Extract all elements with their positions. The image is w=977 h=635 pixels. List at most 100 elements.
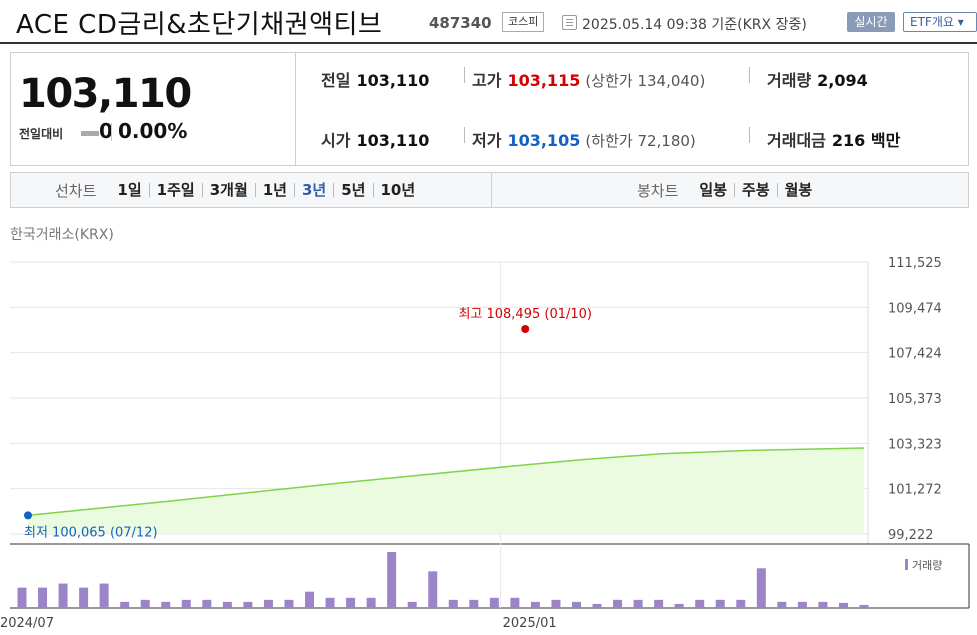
chart-annotations: 최고 108,495 (01/10) 최저 100,065 (07/12) xyxy=(24,307,592,540)
tab-3m[interactable]: 3개월 xyxy=(201,183,255,198)
realtime-button[interactable]: 실시간 xyxy=(847,12,895,32)
volume-legend-label: 거래량 xyxy=(912,559,942,572)
volume-bar xyxy=(99,583,109,608)
calendar-icon xyxy=(562,15,577,30)
divider xyxy=(749,127,750,143)
volume-bar xyxy=(407,601,417,608)
etf-info-button[interactable]: ETF개요 ▾ xyxy=(903,12,977,32)
volume-bar xyxy=(202,599,212,608)
volume-bar xyxy=(469,599,479,608)
volume-bar xyxy=(222,601,232,608)
x-tick-label: 2025/01 xyxy=(503,616,557,631)
tab-weekly[interactable]: 주봉 xyxy=(734,183,777,198)
prev-close-value: 103,110 xyxy=(356,71,430,90)
prev-close-cell: 전일 103,110 xyxy=(321,67,429,91)
high-value: 103,115 xyxy=(507,71,581,90)
y-tick-label: 109,474 xyxy=(888,301,942,316)
volume-bar xyxy=(305,591,315,608)
open-value: 103,110 xyxy=(356,131,430,150)
upper-limit: (상한가 134,040) xyxy=(585,72,706,90)
volume-cell: 거래량 2,094 xyxy=(767,67,868,91)
volume-value: 2,094 xyxy=(817,71,868,90)
volume-bar xyxy=(448,599,458,608)
candle-chart-label[interactable]: 봉차트 xyxy=(637,181,679,200)
low-cell: 저가 103,105 (하한가 72,180) xyxy=(472,127,696,151)
y-tick-label: 99,222 xyxy=(888,528,934,543)
amount-value: 216 백만 xyxy=(831,131,901,150)
volume-bar xyxy=(530,601,540,608)
volume-legend-swatch xyxy=(905,559,908,570)
volume-bar xyxy=(715,599,725,608)
volume-bar xyxy=(756,568,766,608)
lower-limit: (하한가 72,180) xyxy=(585,132,696,150)
tab-1y[interactable]: 1년 xyxy=(254,183,294,198)
divider xyxy=(749,67,750,83)
divider xyxy=(111,123,112,141)
amount-label: 거래대금 xyxy=(767,131,826,150)
volume-bar xyxy=(571,601,581,608)
volume-bar xyxy=(551,599,561,608)
tab-daily[interactable]: 일봉 xyxy=(699,181,728,199)
volume-bar xyxy=(838,602,848,608)
price-chart[interactable]: 99,222 101,272 103,323 105,373 107,424 109,47… xyxy=(0,250,977,635)
volume-bar xyxy=(325,597,335,608)
volume-bar xyxy=(140,599,150,608)
volume-bar xyxy=(510,597,520,608)
tab-10y[interactable]: 10년 xyxy=(372,183,423,198)
stock-title: ACE CD금리&초단기채권액티브 xyxy=(16,10,383,40)
stock-header: ACE CD금리&초단기채권액티브 487340 코스피 2025.05.14 … xyxy=(0,0,977,44)
volume-bar xyxy=(366,597,376,608)
low-value: 103,105 xyxy=(507,131,581,150)
line-chart-label[interactable]: 선차트 xyxy=(55,181,97,200)
tab-3y[interactable]: 3년 xyxy=(294,183,333,198)
volume-bar xyxy=(243,601,253,608)
chart-source: 한국거래소(KRX) xyxy=(10,227,114,243)
high-point xyxy=(521,324,530,333)
high-cell: 고가 103,115 (상한가 134,040) xyxy=(472,67,705,91)
tab-1w[interactable]: 1주일 xyxy=(148,183,202,198)
price-box: 103,110 전일대비 0 0.00% xyxy=(11,53,296,165)
volume-bar xyxy=(797,601,807,608)
y-tick-label: 107,424 xyxy=(888,347,942,362)
open-cell: 시가 103,110 xyxy=(321,127,429,151)
chart-tabs: 선차트 1일 1주일 3개월 1년 3년 5년 10년 봉차트 일봉 주봉 월봉 xyxy=(10,172,969,208)
y-tick-label: 101,272 xyxy=(888,483,942,498)
volume-bar xyxy=(736,599,746,608)
amount-cell: 거래대금 216 백만 xyxy=(767,127,900,151)
change-label: 전일대비 xyxy=(19,127,64,141)
volume-bar xyxy=(181,599,191,608)
y-axis-ticks: 99,222 101,272 103,323 105,373 107,424 109,47… xyxy=(888,256,942,543)
candle-chart-tabs: 봉차트 일봉 주봉 월봉 xyxy=(637,173,819,207)
volume-bar xyxy=(428,571,438,608)
low-label: 저가 xyxy=(472,131,502,150)
volume-bar xyxy=(58,583,68,608)
tab-1d[interactable]: 1일 xyxy=(117,181,142,199)
volume-bar xyxy=(346,597,356,608)
volume-bar xyxy=(613,599,623,608)
tab-monthly[interactable]: 월봉 xyxy=(776,183,820,198)
volume-bar xyxy=(654,599,664,608)
x-tick-label: 2024/07 xyxy=(0,616,54,631)
volume-bar xyxy=(489,597,499,608)
volume-bar xyxy=(79,587,89,608)
y-tick-label: 105,373 xyxy=(888,392,942,407)
volume-bar xyxy=(120,601,130,608)
quote-panel: 103,110 전일대비 0 0.00% 전일 103,110 고가 103,115… xyxy=(10,52,969,166)
volume-bar xyxy=(387,552,397,608)
tab-5y[interactable]: 5년 xyxy=(333,183,372,198)
flat-change-icon xyxy=(81,131,99,136)
volume-bar xyxy=(674,603,684,608)
volume-bar xyxy=(859,604,869,608)
volume-bar xyxy=(38,587,48,608)
volume-bar xyxy=(633,599,643,608)
volume-bar xyxy=(592,603,602,608)
volume-bar xyxy=(284,599,294,608)
divider xyxy=(491,173,492,207)
volume-bars: 거래량 xyxy=(17,552,942,608)
prev-close-label: 전일 xyxy=(321,71,351,90)
price-line xyxy=(27,447,865,517)
y-tick-label: 103,323 xyxy=(888,437,942,452)
x-axis-ticks: 2024/07 2025/01 xyxy=(0,616,557,631)
low-annotation: 최저 100,065 (07/12) xyxy=(24,525,158,540)
line-chart-tabs: 선차트 1일 1주일 3개월 1년 3년 5년 10년 xyxy=(55,173,422,207)
